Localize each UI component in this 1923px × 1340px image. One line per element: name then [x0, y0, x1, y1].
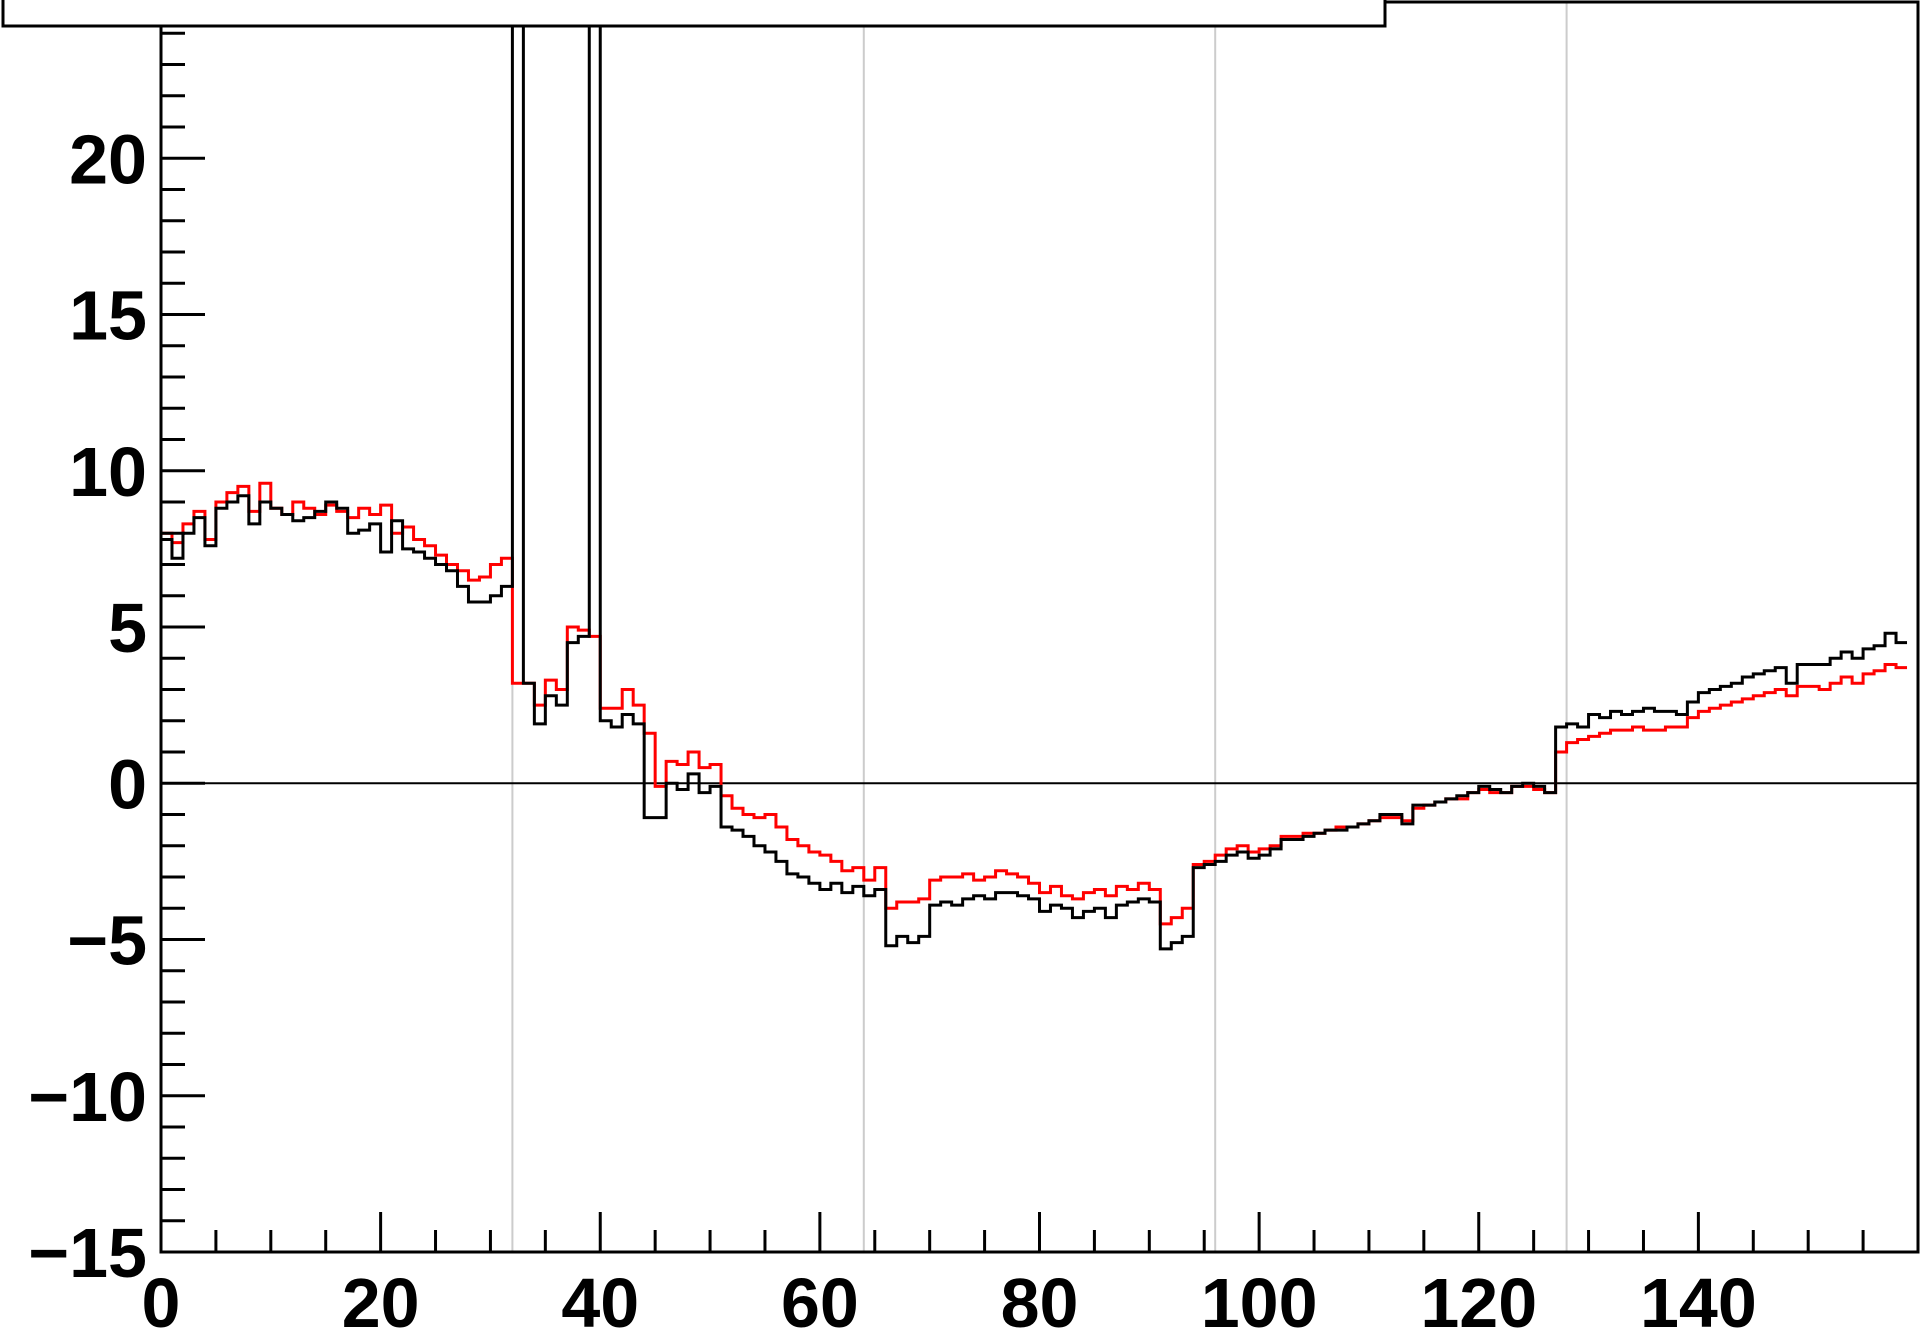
y-tick-label: −5 [67, 902, 147, 980]
legend-group [1, 0, 1387, 28]
x-tick-label: 40 [561, 1264, 639, 1340]
series-red-line [161, 481, 1908, 926]
y-tick-label: 15 [69, 277, 147, 355]
x-tick-label: 80 [1001, 1264, 1079, 1340]
y-tick-label: 20 [69, 120, 147, 198]
x-tick-label: 140 [1640, 1264, 1757, 1340]
x-tick-label: 100 [1201, 1264, 1318, 1340]
y-tick-label: 5 [108, 589, 147, 667]
y-tick-label: −10 [28, 1058, 147, 1136]
y-tick-label: 10 [69, 433, 147, 511]
y-tick-label: 0 [108, 745, 147, 823]
series-layer [161, 0, 1908, 951]
legend-box [1, 0, 1387, 28]
x-tick-label: 120 [1420, 1264, 1537, 1340]
x-tick-label: 60 [781, 1264, 859, 1340]
x-tick-label: 0 [142, 1264, 181, 1340]
x-tick-label: 20 [342, 1264, 420, 1340]
series-black-line [161, 0, 1908, 951]
axes-group: −15 −10 −5 0 5 10 15 20 0 20 40 60 80 100 120 140 [28, 0, 1920, 1340]
y-tick-label: −15 [28, 1214, 147, 1292]
